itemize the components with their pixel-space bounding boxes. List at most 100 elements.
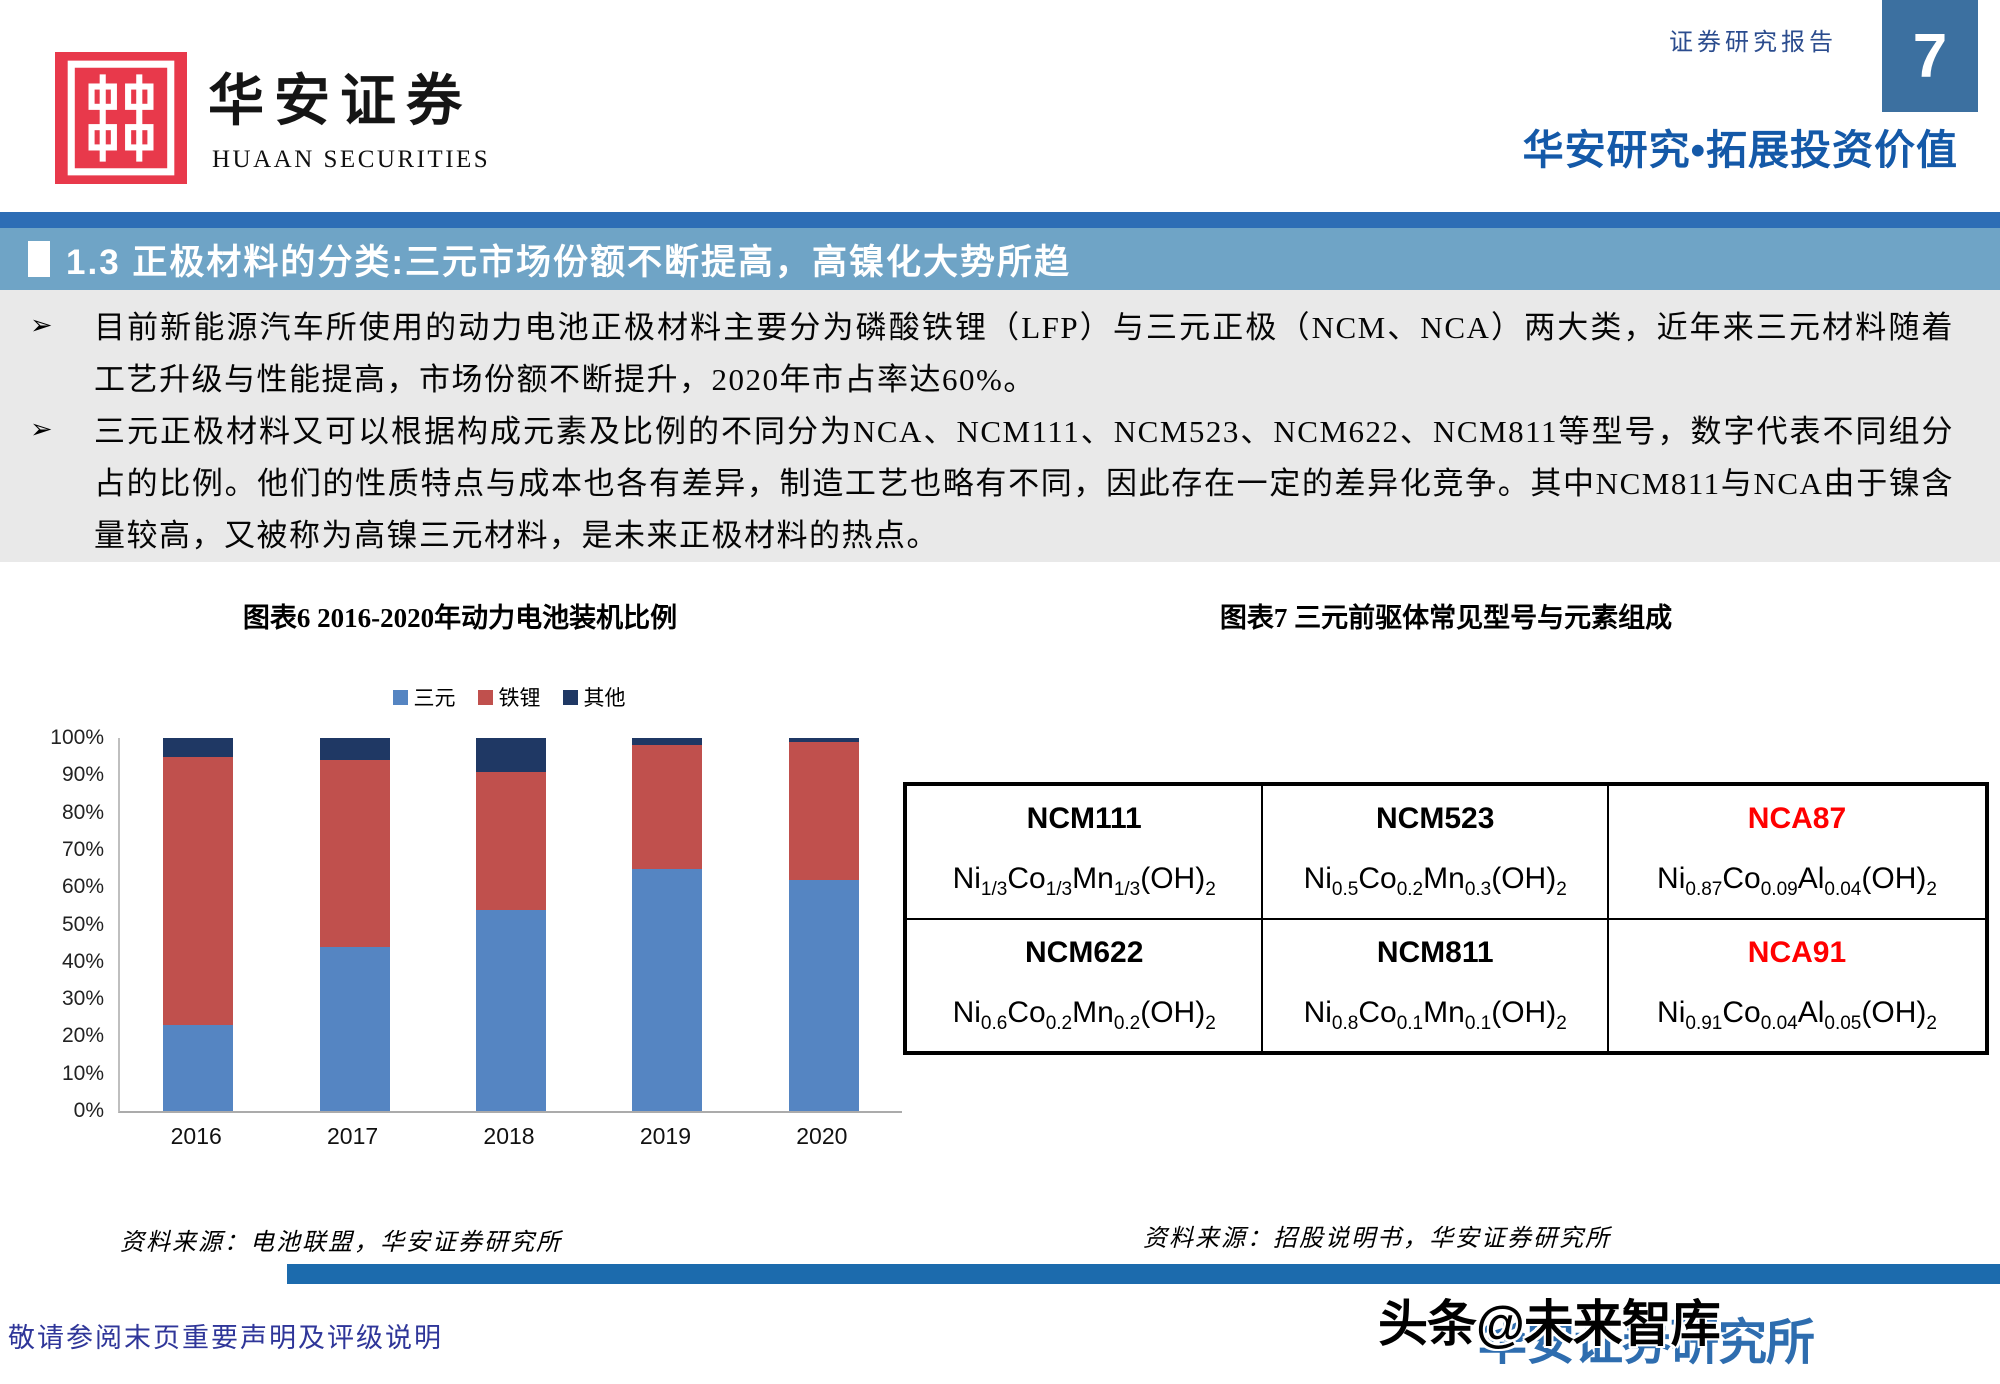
bottom-divider-bar xyxy=(287,1264,2000,1284)
stacked-bar-2018 xyxy=(476,738,547,1111)
bar-segment-铁锂 xyxy=(632,745,703,869)
fig6-source: 资料来源：电池联盟，华安证券研究所 xyxy=(120,1230,562,1256)
bar-segment-铁锂 xyxy=(319,760,390,947)
logo-cn-text: 华安证券 xyxy=(208,68,472,134)
x-tick-label: 2020 xyxy=(796,1123,848,1149)
material-name: NCA87 xyxy=(1747,802,1847,835)
fig6-yaxis: 0% 10% 20% 30% 40% 50% 60% 70% 80% 90% 100% xyxy=(38,726,110,1122)
table-cell: NCA87 Ni0.87Co0.09Al0.04(OH)2 xyxy=(1607,785,1986,919)
fig6-chart: 0% 10% 20% 30% 40% 50% 60% 70% 80% 90% 100% 2016 20… xyxy=(38,726,910,1158)
y-tick-label: 20% xyxy=(61,1024,104,1048)
legend-label: 铁锂 xyxy=(498,686,541,710)
legend-item: 三元 xyxy=(392,682,456,712)
content-panel: ➢ 目前新能源汽车所使用的动力电池正极材料主要分为磷酸铁锂（LFP）与三元正极（… xyxy=(0,290,2000,562)
legend-item: 其他 xyxy=(562,682,626,712)
report-type-label: 证券研究报告 xyxy=(1669,30,1837,56)
stacked-bar-2020 xyxy=(788,738,859,1111)
y-tick-label: 30% xyxy=(61,987,104,1011)
legend-swatch-icon xyxy=(392,689,408,705)
y-tick-label: 80% xyxy=(61,800,104,824)
y-tick-label: 60% xyxy=(61,875,104,899)
bullet-item: ➢ 三元正极材料又可以根据构成元素及比例的不同分为NCA、NCM111、NCM5… xyxy=(30,406,1966,562)
stacked-bar-2016 xyxy=(163,738,234,1111)
bar-segment-三元 xyxy=(476,909,547,1111)
watermark-back-text: 华安证券研究所 xyxy=(1478,1316,1815,1370)
fig6-legend: 三元 铁锂 其他 xyxy=(118,682,900,712)
bar-column xyxy=(433,738,589,1111)
y-tick-label: 10% xyxy=(61,1061,104,1085)
bar-segment-铁锂 xyxy=(788,741,859,880)
stacked-bar-2017 xyxy=(319,738,390,1111)
bar-segment-其他 xyxy=(163,738,234,757)
legend-swatch-icon xyxy=(477,689,493,705)
page-number-box: 7 xyxy=(1882,0,1978,112)
material-formula: Ni0.91Co0.04Al0.05(OH)2 xyxy=(1657,995,1937,1034)
material-name: NCM811 xyxy=(1376,935,1494,969)
bar-segment-三元 xyxy=(632,868,703,1111)
page-number: 7 xyxy=(1912,21,1948,91)
legend-item: 铁锂 xyxy=(477,682,541,712)
y-tick-label: 50% xyxy=(61,912,104,936)
bar-column xyxy=(589,738,745,1111)
arrow-bullet-icon: ➢ xyxy=(30,310,53,340)
table-cell: NCM811 Ni0.8Co0.1Mn0.1(OH)2 xyxy=(1262,918,1608,1052)
bar-segment-其他 xyxy=(476,738,547,772)
x-tick-label: 2016 xyxy=(170,1123,222,1149)
fig6-plot xyxy=(118,738,902,1113)
bar-segment-其他 xyxy=(788,738,859,742)
logo-en-text: HUAAN SECURITIES xyxy=(212,146,491,173)
table-cell: NCM111 Ni1/3Co1/3Mn1/3(OH)2 xyxy=(906,785,1263,919)
material-name: NCA91 xyxy=(1747,935,1847,969)
table-cell: NCM523 Ni0.5Co0.2Mn0.3(OH)2 xyxy=(1262,785,1608,919)
y-tick-label: 40% xyxy=(61,949,104,973)
section-title: 1.3 正极材料的分类:三元市场份额不断提高，高镍化大势所趋 xyxy=(66,242,1072,282)
bullet-item: ➢ 目前新能源汽车所使用的动力电池正极材料主要分为磷酸铁锂（LFP）与三元正极（… xyxy=(30,302,1966,406)
legend-swatch-icon xyxy=(562,689,578,705)
y-tick-label: 70% xyxy=(61,837,104,861)
table-cell: NCM622 Ni0.6Co0.2Mn0.2(OH)2 xyxy=(906,918,1263,1052)
material-formula: Ni0.8Co0.1Mn0.1(OH)2 xyxy=(1303,995,1567,1034)
bar-column xyxy=(120,738,276,1111)
fig7-table: NCM111 Ni1/3Co1/3Mn1/3(OH)2 NCM523 Ni0.5Co0… xyxy=(903,782,1989,1055)
huaan-logo-icon xyxy=(55,52,187,184)
slogan-title: 华安研究•拓展投资价值 xyxy=(1522,127,1958,173)
material-name: NCM111 xyxy=(1026,802,1142,835)
material-formula: Ni0.5Co0.2Mn0.3(OH)2 xyxy=(1303,862,1567,900)
watermark-front-text: 头条@未来智库 xyxy=(1378,1296,1721,1352)
material-formula: Ni0.6Co0.2Mn0.2(OH)2 xyxy=(952,995,1216,1034)
bar-segment-三元 xyxy=(163,1025,234,1111)
x-tick-label: 2018 xyxy=(483,1123,535,1149)
fig7-source: 资料来源：招股说明书，华安证券研究所 xyxy=(1143,1226,1611,1252)
table-cell: NCA91 Ni0.91Co0.04Al0.05(OH)2 xyxy=(1607,918,1986,1052)
y-tick-label: 0% xyxy=(73,1099,104,1122)
material-formula: Ni0.87Co0.09Al0.04(OH)2 xyxy=(1657,862,1937,900)
stacked-bar-2019 xyxy=(632,738,703,1111)
bar-segment-三元 xyxy=(788,879,859,1111)
material-formula: Ni1/3Co1/3Mn1/3(OH)2 xyxy=(952,862,1216,900)
material-name: NCM622 xyxy=(1025,935,1144,969)
fig7-title: 图表7 三元前驱体常见型号与元素组成 xyxy=(1219,603,1673,633)
top-divider-bar xyxy=(0,212,2000,228)
x-tick-label: 2017 xyxy=(327,1123,379,1149)
material-name: NCM523 xyxy=(1376,802,1495,835)
bar-column xyxy=(276,738,432,1111)
section-bullet-icon xyxy=(28,241,50,277)
footer-disclaimer: 敬请参阅末页重要声明及评级说明 xyxy=(8,1323,443,1353)
arrow-bullet-icon: ➢ xyxy=(30,414,53,444)
y-tick-label: 90% xyxy=(61,763,104,787)
bar-column xyxy=(746,738,902,1111)
section-header-bar: 1.3 正极材料的分类:三元市场份额不断提高，高镍化大势所趋 xyxy=(0,228,2000,290)
bullet-text: 三元正极材料又可以根据构成元素及比例的不同分为NCA、NCM111、NCM523… xyxy=(94,414,1954,553)
bar-segment-铁锂 xyxy=(476,771,547,910)
bullet-text: 目前新能源汽车所使用的动力电池正极材料主要分为磷酸铁锂（LFP）与三元正极（NC… xyxy=(94,310,1954,397)
y-tick-label: 100% xyxy=(50,726,104,749)
bar-segment-其他 xyxy=(632,738,703,746)
fig6-xlabels: 2016 2017 2018 2019 2020 xyxy=(118,1123,900,1150)
bar-segment-其他 xyxy=(319,738,390,761)
fig6-title: 图表6 2016-2020年动力电池装机比例 xyxy=(242,603,678,633)
legend-label: 三元 xyxy=(413,686,456,710)
x-tick-label: 2019 xyxy=(639,1123,691,1149)
bar-segment-铁锂 xyxy=(163,756,234,1026)
legend-label: 其他 xyxy=(583,686,626,710)
bar-segment-三元 xyxy=(319,946,390,1111)
